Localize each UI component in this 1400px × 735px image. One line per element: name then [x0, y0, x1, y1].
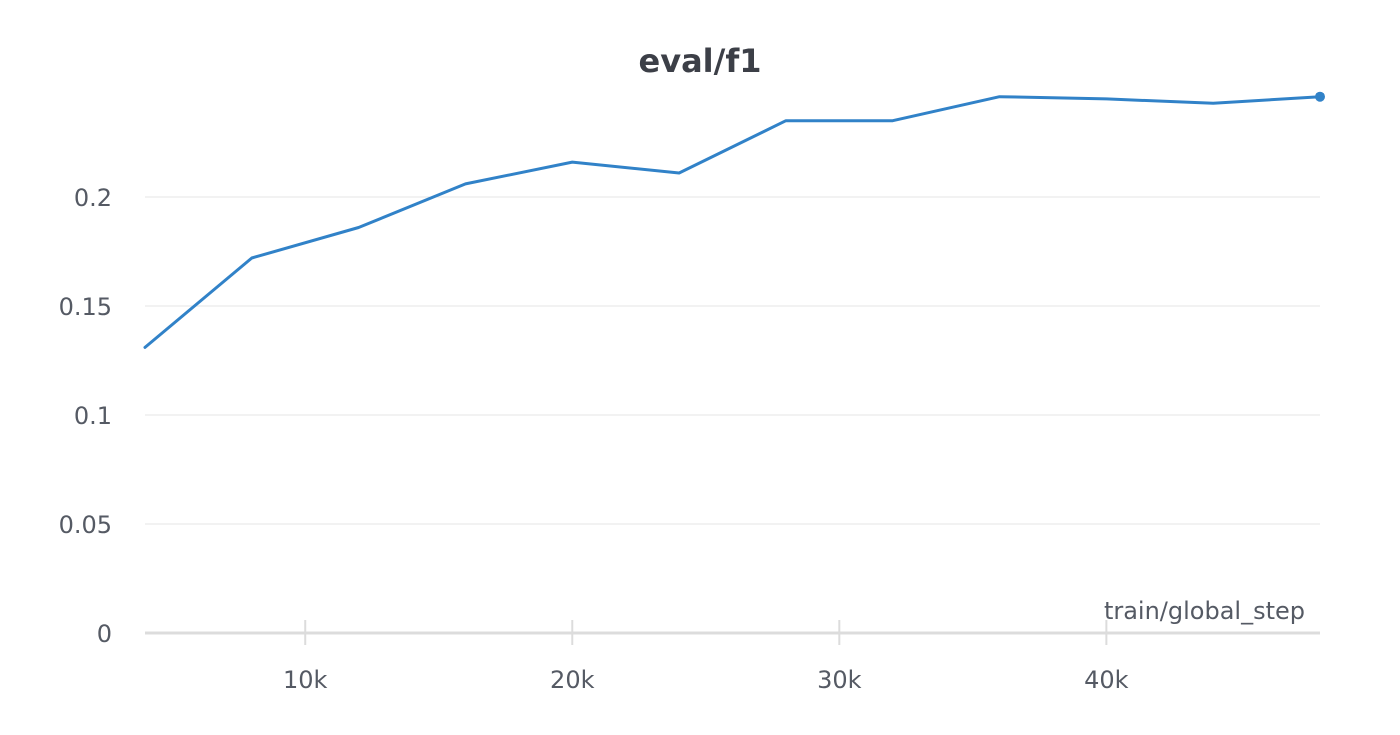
- y-tick-label: 0.1: [74, 402, 112, 430]
- series: [143, 91, 1325, 349]
- y-tick-label: 0.15: [59, 293, 112, 321]
- x-tick-label: 10k: [283, 666, 328, 694]
- x-tick-label: 20k: [550, 666, 595, 694]
- chart-title: eval/f1: [639, 42, 762, 80]
- axes: 0 0.05 0.1 0.15 0.2 10k 20k 30k 40k: [59, 184, 1320, 694]
- x-tick-label: 40k: [1084, 666, 1129, 694]
- grid: [145, 196, 1320, 525]
- y-tick-label: 0: [97, 620, 112, 648]
- series-line: [143, 95, 1322, 349]
- series-end-point: [1315, 91, 1325, 102]
- y-tick-label: 0.2: [74, 184, 112, 212]
- x-axis-title: train/global_step: [1104, 597, 1305, 625]
- y-tick-label: 0.05: [59, 511, 112, 539]
- x-tick-label: 30k: [817, 666, 862, 694]
